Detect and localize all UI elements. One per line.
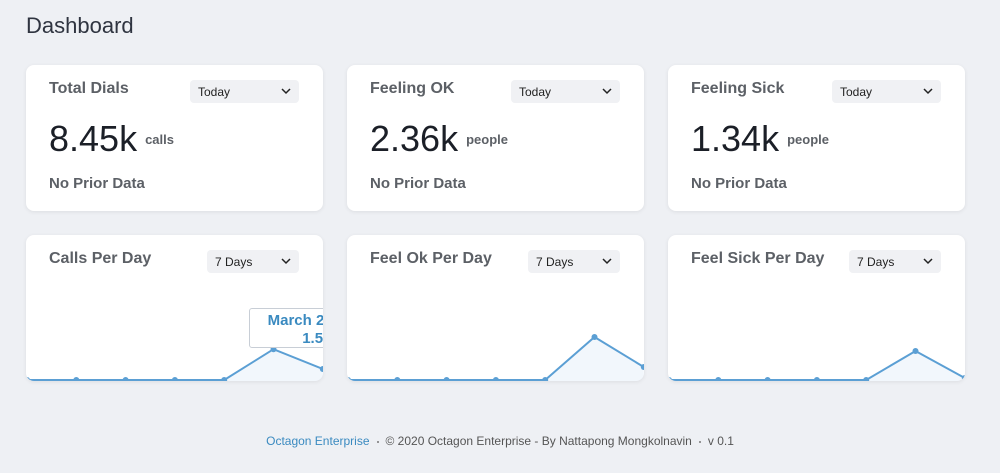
period-select[interactable]: Today [190,80,299,103]
sparkline-point [73,377,80,381]
sparkline-area [669,351,965,381]
period-value: Today [840,85,873,99]
sparkline-point [492,377,499,381]
sparkline-point [221,377,228,381]
card-title: Feeling Sick [691,80,785,97]
sparkline-point [394,377,401,381]
stat-unit: people [466,132,508,147]
sparkline-point [961,375,965,381]
sparkline-point [863,377,870,381]
sparkline-point [347,377,351,381]
card-title: Calls Per Day [49,250,152,267]
footer-link[interactable]: Octagon Enterprise [266,434,370,448]
sparkline-point [764,377,771,381]
tooltip-date: March 28, 2020 [267,312,323,329]
card-title: Feel Ok Per Day [370,250,492,267]
page-title: Dashboard [26,13,134,38]
card-title: Feeling OK [370,80,455,97]
sparkline-point [319,366,323,372]
card-title: Feel Sick Per Day [691,250,825,267]
copyright: © 2020 Octagon Enterprise - By Nattapong… [385,434,692,448]
chevron [923,88,933,95]
period-select[interactable]: 7 Days [207,250,299,273]
stat-note: No Prior Data [370,175,466,192]
period-select[interactable]: 7 Days [528,250,620,273]
separator [698,440,701,443]
sparkline-point [912,348,919,354]
stat-card: Total Dials Today 8.45k calls No Prior Data [26,65,323,211]
period-select[interactable]: Today [511,80,620,103]
period-select[interactable]: Today [832,80,941,103]
chevron-path [281,258,291,265]
separator [376,440,379,443]
chevron-path [281,88,291,95]
chart-card: Feel Sick Per Day 7 Days [668,235,965,381]
period-value: 7 Days [857,255,895,269]
stat-unit: calls [145,132,174,147]
footer: Octagon Enterprise © 2020 Octagon Enterpr… [0,434,1000,448]
period-select[interactable]: 7 Days [849,250,941,273]
stat-value: 1.34k [691,118,780,159]
period-value: 7 Days [215,255,253,269]
sparkline [668,348,965,381]
sparkline-area [348,337,644,381]
chart-card: Feel Ok Per Day 7 Days [347,235,644,381]
chevron-path [923,258,933,265]
sparkline-point [26,377,30,381]
sparkline-point [122,377,129,381]
chevron [923,258,933,265]
sparkline [347,334,644,381]
period-value: Today [198,85,231,99]
chevron [281,88,291,95]
chevron [602,258,612,265]
stat-unit: people [787,132,829,147]
chevron-path [602,258,612,265]
chevron-path [602,88,612,95]
period-value: Today [519,85,552,99]
stat-card: Feeling OK Today 2.36k people No Prior Data [347,65,644,211]
chart-card: Calls Per Day 7 Days March 28, 20201.54k [26,235,323,381]
sparkline-point [591,334,598,340]
sparkline-point [640,364,644,370]
tooltip: March 28, 20201.54k [249,308,323,348]
sparkline-point [542,377,549,381]
chevron [281,258,291,265]
stat-value: 8.45k [49,118,138,159]
sparkline-point [715,377,722,381]
period-value: 7 Days [536,255,574,269]
stat-note: No Prior Data [691,175,787,192]
sparkline-point [668,377,672,381]
sparkline-point [443,377,450,381]
sparkline-area [27,349,323,381]
stat-value: 2.36k [370,118,459,159]
stat-note: No Prior Data [49,175,145,192]
tooltip-value: 1.54k [302,330,323,347]
version: v 0.1 [707,434,734,448]
card-title: Total Dials [49,80,129,97]
chevron [602,88,612,95]
sparkline-point [813,377,820,381]
chevron-path [923,88,933,95]
stat-card: Feeling Sick Today 1.34k people No Prior Dat… [668,65,965,211]
sparkline-point [171,377,178,381]
